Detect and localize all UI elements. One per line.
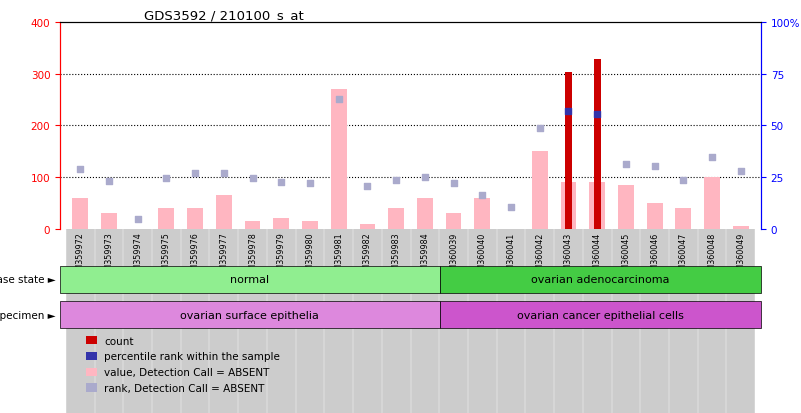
Text: value, Detection Call = ABSENT: value, Detection Call = ABSENT — [104, 367, 269, 377]
Bar — [439, 229, 468, 413]
Bar — [216, 196, 231, 229]
Point — [160, 175, 173, 182]
Point — [131, 216, 144, 223]
Bar — [66, 229, 95, 413]
Bar — [86, 352, 97, 360]
Point — [677, 177, 690, 183]
Bar — [273, 219, 289, 229]
Point — [390, 177, 403, 183]
Bar — [565, 73, 572, 229]
Bar — [244, 221, 260, 229]
Bar — [95, 229, 123, 413]
Point — [735, 168, 747, 175]
Bar — [324, 229, 353, 413]
Bar — [733, 227, 749, 229]
Point — [706, 154, 718, 161]
Bar — [417, 198, 433, 229]
Point — [361, 183, 374, 190]
Text: count: count — [104, 336, 134, 346]
Bar — [86, 336, 97, 344]
Bar — [159, 209, 175, 229]
Point — [332, 97, 345, 103]
Bar — [296, 229, 324, 413]
Text: ovarian adenocarcinoma: ovarian adenocarcinoma — [531, 275, 670, 285]
Bar — [474, 198, 490, 229]
Bar — [525, 229, 554, 413]
Bar — [60, 301, 440, 328]
Bar — [187, 209, 203, 229]
Bar — [360, 224, 376, 229]
Point — [103, 178, 115, 185]
Bar — [331, 90, 347, 229]
Bar — [675, 209, 691, 229]
Bar — [410, 229, 439, 413]
Bar — [640, 229, 669, 413]
Bar — [594, 60, 601, 229]
Bar — [382, 229, 410, 413]
Point — [447, 180, 460, 187]
Point — [591, 111, 604, 118]
Point — [246, 175, 259, 182]
Text: GDS3592 / 210100_s_at: GDS3592 / 210100_s_at — [144, 9, 304, 21]
Text: disease state ►: disease state ► — [0, 275, 56, 285]
Bar — [445, 214, 461, 229]
Bar — [101, 214, 117, 229]
Bar — [123, 229, 152, 413]
Bar — [583, 229, 612, 413]
Point — [648, 163, 661, 169]
Bar — [704, 178, 720, 229]
Point — [562, 108, 575, 115]
Point — [505, 204, 517, 211]
Bar — [612, 229, 640, 413]
Text: percentile rank within the sample: percentile rank within the sample — [104, 351, 280, 361]
Bar — [561, 183, 577, 229]
Point — [533, 125, 546, 132]
Bar — [72, 198, 88, 229]
Bar — [497, 229, 525, 413]
Bar — [209, 229, 238, 413]
Bar — [698, 229, 727, 413]
Bar — [669, 229, 698, 413]
Bar — [440, 301, 761, 328]
Bar — [618, 185, 634, 229]
Text: ovarian surface epithelia: ovarian surface epithelia — [180, 310, 320, 320]
Bar — [590, 183, 605, 229]
Bar — [388, 209, 404, 229]
Bar — [468, 229, 497, 413]
Text: normal: normal — [231, 275, 269, 285]
Bar — [554, 229, 583, 413]
Point — [275, 179, 288, 186]
Bar — [181, 229, 209, 413]
Bar — [532, 152, 548, 229]
Text: rank, Detection Call = ABSENT: rank, Detection Call = ABSENT — [104, 383, 264, 393]
Bar — [302, 221, 318, 229]
Bar — [86, 368, 97, 376]
Point — [476, 192, 489, 199]
Point — [189, 170, 202, 177]
Bar — [86, 383, 97, 392]
Bar — [267, 229, 296, 413]
Point — [304, 180, 316, 187]
Point — [619, 161, 632, 168]
Bar — [60, 266, 440, 293]
Bar — [152, 229, 181, 413]
Bar — [238, 229, 267, 413]
Point — [418, 174, 431, 181]
Point — [217, 170, 230, 177]
Text: ovarian cancer epithelial cells: ovarian cancer epithelial cells — [517, 310, 684, 320]
Bar — [440, 266, 761, 293]
Point — [74, 166, 87, 173]
Bar — [646, 203, 662, 229]
Text: specimen ►: specimen ► — [0, 310, 56, 320]
Bar — [353, 229, 382, 413]
Bar — [727, 229, 755, 413]
